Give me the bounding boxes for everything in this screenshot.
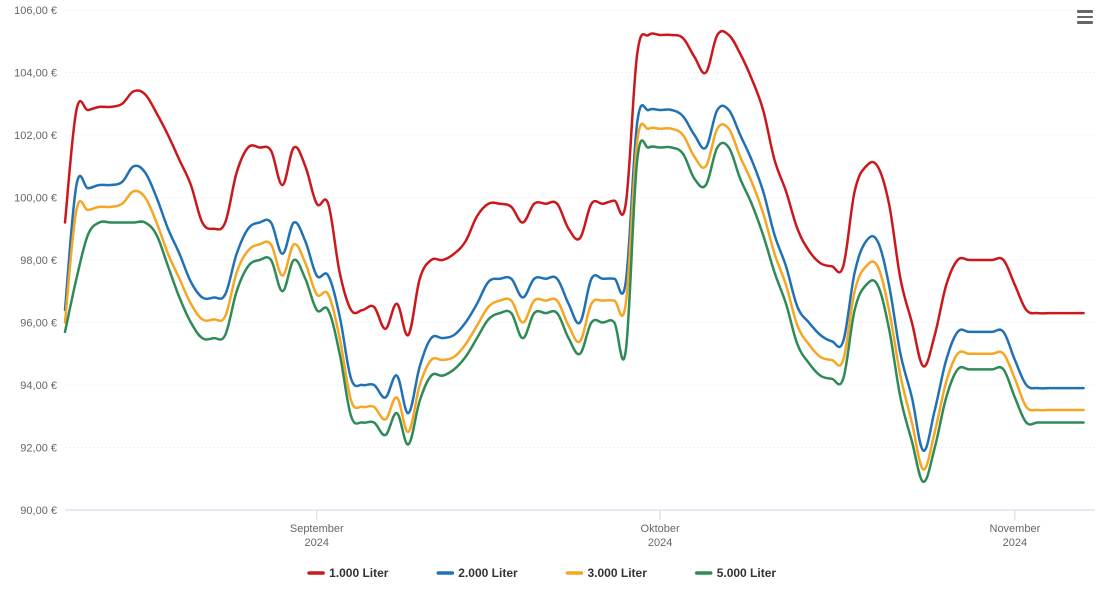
x-axis-tick-sublabel: 2024 [648,537,672,549]
legend-label[interactable]: 5.000 Liter [717,566,777,580]
legend-label[interactable]: 1.000 Liter [329,566,389,580]
series-line[interactable] [65,105,1084,450]
x-axis-tick-label: September [290,523,344,535]
y-axis-tick-label: 96,00 € [20,318,57,330]
y-axis-tick-label: 90,00 € [20,505,57,517]
chart-menu-button[interactable] [1073,6,1097,28]
x-axis-tick-label: November [990,523,1041,535]
y-axis-tick-label: 98,00 € [20,255,57,267]
chart-container: 90,00 € 92,00 € 94,00 € 96,00 € 98,00 € 100,0… [0,0,1105,603]
y-axis-tick-label: 100,00 € [14,193,57,205]
y-axis-tick-label: 94,00 € [20,380,57,392]
legend-label[interactable]: 3.000 Liter [588,566,648,580]
x-axis-tick-sublabel: 2024 [305,537,329,549]
legend-label[interactable]: 2.000 Liter [458,566,518,580]
y-axis-tick-label: 102,00 € [14,130,57,142]
line-chart: 90,00 € 92,00 € 94,00 € 96,00 € 98,00 € 100,0… [0,0,1105,603]
x-axis-tick-sublabel: 2024 [1003,537,1027,549]
x-axis-tick-label: Oktober [641,523,680,535]
y-axis-tick-label: 106,00 € [14,5,57,17]
series-line[interactable] [65,124,1084,470]
y-axis-tick-label: 92,00 € [20,443,57,455]
y-axis-tick-label: 104,00 € [14,68,57,80]
